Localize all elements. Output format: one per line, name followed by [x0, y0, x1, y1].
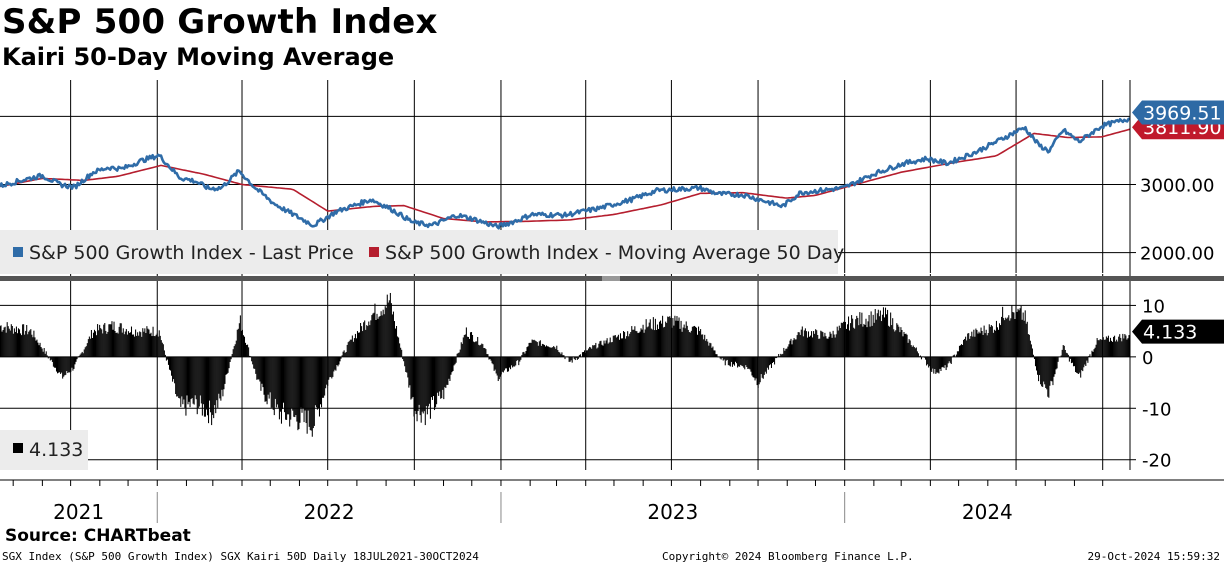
- kairi-ytick-label: 10: [1142, 296, 1165, 317]
- ma-50-line: [0, 128, 1131, 223]
- price-last-value-tag: 3969.51: [1132, 100, 1224, 125]
- legend-swatch-kairi: [13, 443, 23, 453]
- x-tick-label: 2022: [304, 500, 355, 524]
- legend-swatch-ma: [369, 247, 379, 257]
- last-price-line: [0, 117, 1131, 230]
- footer-copyright: Copyright© 2024 Bloomberg Finance L.P.: [662, 550, 914, 563]
- price-lines: [0, 117, 1131, 230]
- kairi-ytick-label: 0: [1142, 348, 1153, 369]
- x-tick-label: 2024: [962, 500, 1013, 524]
- chart-subtitle: Kairi 50-Day Moving Average: [2, 43, 395, 71]
- kairi-bars: [0, 292, 1130, 437]
- kairi-last-value-tag-bg: [1132, 319, 1224, 344]
- legend: S&P 500 Growth Index - Last Price S&P 500…: [0, 230, 844, 470]
- legend-swatch-price: [13, 247, 23, 257]
- x-tick-label: 2023: [647, 500, 698, 524]
- kairi-ytick-label: -20: [1142, 451, 1171, 472]
- footer-timestamp: 29-Oct-2024 15:59:32: [1087, 550, 1220, 563]
- kairi-ytick-label: -10: [1142, 399, 1171, 420]
- panel-divider-handle: [602, 276, 620, 281]
- axis-labels: 2000.00 3000.00 10 0 -10 -20 2021 2022 2023 2024 3…: [12, 100, 1224, 524]
- legend-label-ma: S&P 500 Growth Index - Moving Average 50…: [385, 242, 844, 264]
- chart-frame: [0, 80, 1224, 481]
- price-last-value-tag-bg: [1132, 100, 1224, 125]
- chart-title: S&P 500 Growth Index: [2, 2, 438, 42]
- price-ytick-label: 3000.00: [1140, 176, 1214, 197]
- legend-label-kairi: 4.133: [29, 439, 83, 461]
- footer-description: SGX Index (S&P 500 Growth Index) SGX Kai…: [2, 550, 479, 563]
- source-note: Source: CHARTbeat: [5, 526, 191, 546]
- price-ytick-label: 2000.00: [1140, 244, 1214, 265]
- kairi-last-value-tag: 4.133: [1132, 319, 1224, 344]
- legend-label-price: S&P 500 Growth Index - Last Price: [29, 242, 354, 264]
- price-last-value-tag-text: 3969.51: [1143, 102, 1222, 124]
- kairi-last-value-tag-text: 4.133: [1143, 322, 1197, 344]
- grid-lines: [0, 80, 1130, 470]
- price-legend-box: [0, 230, 838, 274]
- x-tick-label: 2021: [53, 500, 104, 524]
